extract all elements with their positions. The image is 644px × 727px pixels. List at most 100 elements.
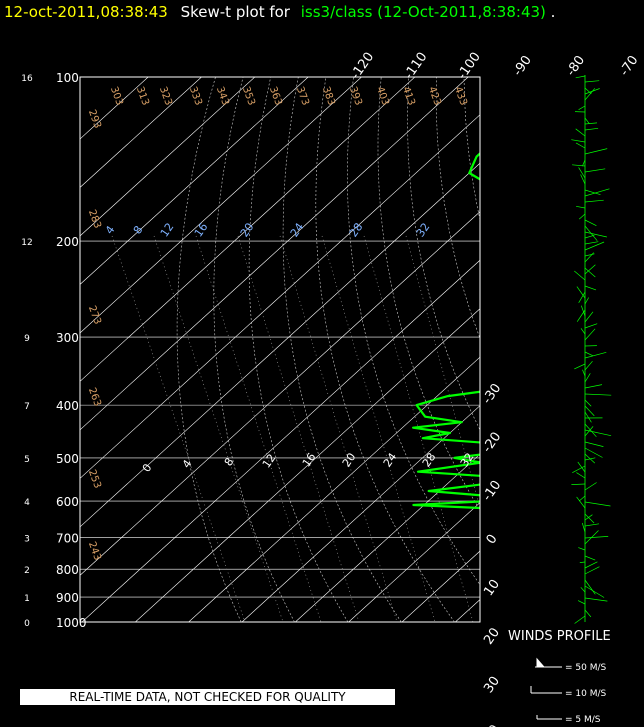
wind-barb [576,496,586,509]
wind-barb [584,285,597,291]
mixing-ratio-line [111,235,246,622]
wind-barb [572,164,586,167]
wind-barb [584,199,604,203]
wind-barb [576,286,586,299]
mixing-ratio-line [153,235,284,622]
dry-adiabat-line [630,77,644,622]
wind-barb [584,609,592,618]
wind-barb [584,360,593,371]
wind-barb [584,117,590,125]
wind-key-10-label: = 10 M/S [565,689,607,699]
wind-barb [584,80,600,83]
wind-barb [584,148,608,155]
wind-barb [584,219,597,227]
dry-adiabat-label-313: 313 [134,85,151,107]
mixing-ratio-line [237,235,360,622]
isotherm-line [80,77,416,382]
dry-adiabat-label-263: 263 [86,386,103,408]
title-label: Skew-t plot for [181,3,291,21]
wind-barb [584,566,600,575]
mixing-ratio-label-28: 28 [347,221,366,240]
wind-barb [584,168,606,173]
quality-disclaimer: REAL-TIME DATA, NOT CHECKED FOR QUALITY [20,689,395,705]
height-label-16: 16 [21,74,33,84]
wind-barb [584,423,597,438]
dry-adiabat-line [602,77,644,622]
dry-adiabat-label-393: 393 [347,85,364,107]
dry-adiabat-label-343: 343 [214,85,231,107]
height-label-2: 2 [24,566,30,576]
mixing-ratio-label-8: 8 [131,223,146,236]
wind-key-5-label: = 5 M/S [565,715,601,725]
wind-barb [584,188,610,197]
isotherm-label--80: -80 [564,53,588,79]
isotherm-label--20: -20 [480,429,504,455]
mixing-ratio-label-32: 32 [414,221,433,240]
pressure-label-800: 800 [56,563,79,577]
title-source: iss3/class (12-Oct-2011,8:38:43) [301,3,546,21]
dry-adiabat-label-283: 283 [86,208,103,230]
wind-barb [584,88,596,101]
wind-profile-title: WINDS PROFILE [508,629,611,644]
wind-barb [580,587,586,593]
wind-barb [584,536,609,539]
dry-adiabat-line [347,77,480,586]
isotherm-line [295,453,480,622]
isotherm-line [241,405,480,622]
dry-adiabat-line [248,77,349,622]
wind-barb [584,231,607,238]
isotherm-line [81,259,480,622]
wind-barb [584,87,592,94]
dry-adiabat-line [176,77,242,622]
isotherm-line [348,502,480,622]
wind-barb [584,311,594,323]
dry-adiabat-line [435,77,480,340]
wind-barb [584,351,607,359]
wind-barb [584,393,612,396]
wind-barb [584,351,594,357]
wind-barb [584,328,596,341]
wind-barb [584,264,596,275]
height-label-1: 1 [24,594,30,604]
wind-key-50: = 50 M/S [535,657,607,673]
isotherm-label-10: 10 [481,577,503,599]
height-label-0: 0 [24,619,30,629]
height-label-9: 9 [24,334,30,344]
wind-barb [580,174,586,185]
isotherm-line [80,77,362,334]
wind-barb [575,128,586,137]
dry-adiabat-label-293: 293 [86,108,103,130]
pressure-label-700: 700 [56,532,79,546]
wind-barb [578,291,586,303]
sat-adiabat-label-20: 20 [340,451,359,470]
wind-barb [584,323,598,329]
isotherm-line [80,114,480,479]
mixing-ratio-line [195,235,322,622]
dry-adiabat-label-423: 423 [426,85,443,107]
pressure-label-200: 200 [56,235,79,249]
dry-adiabat-line [282,77,402,622]
wind-barb [584,241,605,251]
wind-barb [584,122,598,125]
pressure-label-100: 100 [56,71,79,85]
wind-barb [580,305,586,317]
isotherm-line [188,356,480,622]
isotherm-label--70: -70 [617,53,641,79]
wind-barb [584,241,599,245]
dry-adiabat-label-373: 373 [294,85,311,107]
wind-barb [584,253,595,257]
wind-barb [579,561,586,563]
wind-barb [574,270,586,281]
wind-key-50-label: = 50 M/S [565,663,607,673]
profiles-layer [412,152,480,510]
isotherm-label--90: -90 [510,53,534,79]
dry-adiabat-label-323: 323 [157,85,174,107]
wind-barb [576,205,586,209]
wind-barb [584,426,594,437]
wind-barb [584,297,590,305]
dry-adiabat-label-253: 253 [86,468,103,490]
dry-adiabat-line [519,77,644,622]
wind-barb [584,579,596,595]
wind-barb [584,530,599,545]
dry-adiabat-label-243: 243 [86,540,103,562]
